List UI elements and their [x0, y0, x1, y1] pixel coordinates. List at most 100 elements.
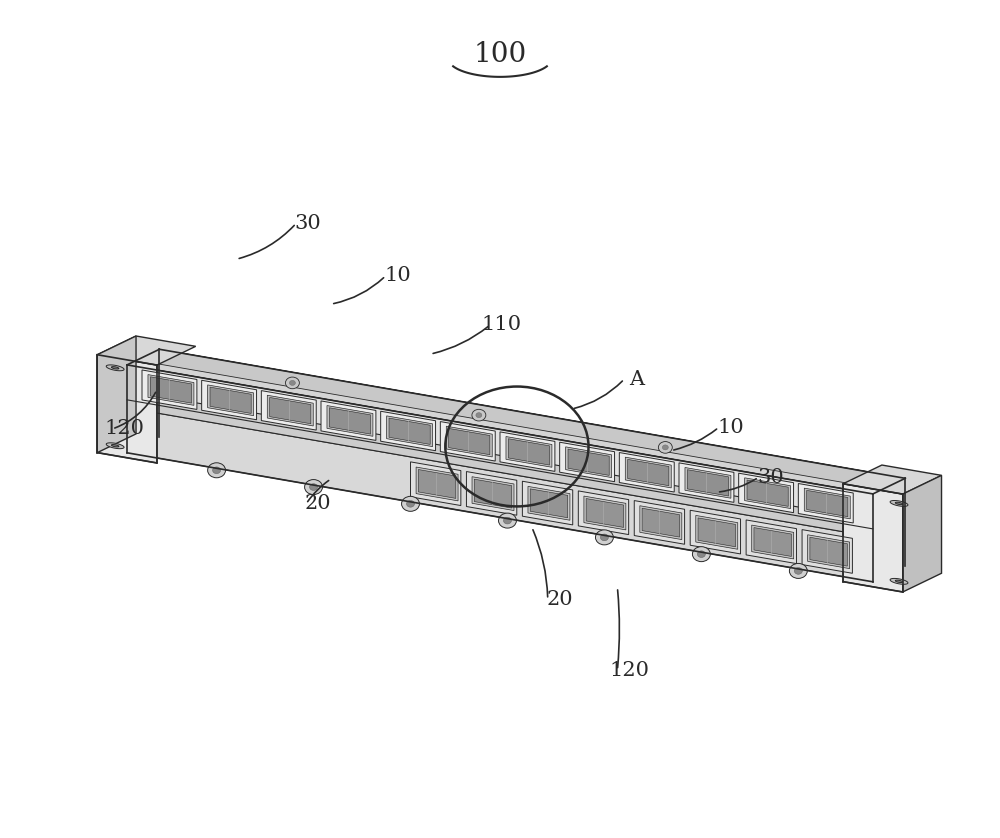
Polygon shape [261, 391, 316, 430]
Polygon shape [802, 530, 852, 573]
Polygon shape [106, 365, 124, 370]
Polygon shape [416, 467, 458, 501]
Polygon shape [745, 478, 791, 509]
Polygon shape [142, 370, 197, 410]
Polygon shape [739, 473, 794, 513]
Polygon shape [690, 510, 741, 554]
Polygon shape [449, 428, 490, 455]
Text: 100: 100 [473, 41, 527, 68]
Polygon shape [619, 453, 674, 492]
Polygon shape [148, 375, 194, 406]
Text: 30: 30 [295, 214, 321, 233]
Polygon shape [634, 500, 685, 544]
Text: 110: 110 [482, 315, 522, 334]
Polygon shape [810, 537, 847, 566]
Polygon shape [752, 525, 794, 559]
Polygon shape [321, 401, 376, 441]
Polygon shape [625, 458, 671, 488]
Text: 30: 30 [757, 468, 784, 487]
Text: 10: 10 [384, 266, 411, 285]
Circle shape [310, 484, 318, 490]
Polygon shape [746, 520, 796, 564]
Polygon shape [381, 411, 436, 451]
Circle shape [662, 445, 668, 450]
Polygon shape [97, 336, 136, 453]
Polygon shape [411, 462, 461, 505]
Polygon shape [747, 480, 788, 506]
Polygon shape [329, 408, 371, 434]
Polygon shape [843, 465, 942, 494]
Polygon shape [584, 496, 626, 530]
Polygon shape [804, 489, 850, 519]
Circle shape [285, 377, 299, 389]
Circle shape [658, 442, 672, 453]
Polygon shape [150, 377, 192, 403]
Circle shape [794, 567, 802, 574]
Polygon shape [472, 477, 514, 510]
Polygon shape [127, 365, 873, 529]
Polygon shape [440, 422, 495, 461]
Polygon shape [127, 408, 873, 582]
Polygon shape [798, 484, 853, 523]
Text: 120: 120 [609, 661, 649, 680]
Circle shape [595, 530, 613, 545]
Polygon shape [698, 518, 735, 546]
Polygon shape [127, 396, 899, 537]
Polygon shape [466, 472, 517, 515]
Polygon shape [578, 491, 629, 535]
Polygon shape [327, 406, 373, 437]
Circle shape [402, 496, 419, 511]
Circle shape [213, 467, 221, 473]
Text: 120: 120 [104, 420, 144, 438]
Polygon shape [754, 528, 791, 556]
Polygon shape [270, 397, 311, 424]
Polygon shape [202, 380, 257, 420]
Polygon shape [508, 439, 550, 465]
Polygon shape [685, 468, 731, 499]
Polygon shape [208, 385, 254, 416]
Circle shape [305, 479, 322, 494]
Circle shape [407, 500, 414, 507]
Polygon shape [522, 481, 573, 525]
Polygon shape [528, 486, 570, 520]
Circle shape [600, 534, 608, 541]
Circle shape [208, 463, 226, 478]
Polygon shape [210, 387, 251, 413]
Circle shape [789, 563, 807, 578]
Circle shape [476, 412, 482, 417]
Polygon shape [418, 469, 456, 499]
Polygon shape [97, 354, 157, 463]
Circle shape [503, 517, 511, 524]
Polygon shape [127, 400, 873, 537]
Polygon shape [586, 499, 624, 527]
Text: 10: 10 [717, 418, 744, 437]
Polygon shape [843, 484, 903, 592]
Polygon shape [111, 367, 119, 369]
Polygon shape [474, 479, 512, 508]
Polygon shape [97, 336, 196, 365]
Polygon shape [895, 502, 903, 504]
Polygon shape [530, 489, 568, 518]
Polygon shape [808, 535, 850, 569]
Polygon shape [500, 432, 555, 471]
Polygon shape [159, 349, 905, 513]
Polygon shape [679, 463, 734, 502]
Circle shape [697, 551, 705, 557]
Polygon shape [640, 506, 682, 540]
Text: A: A [629, 370, 644, 389]
Polygon shape [642, 508, 680, 537]
Polygon shape [506, 437, 552, 468]
Text: 20: 20 [305, 494, 331, 514]
Circle shape [472, 409, 486, 421]
Circle shape [692, 546, 710, 561]
Polygon shape [137, 349, 905, 489]
Polygon shape [687, 470, 729, 496]
Polygon shape [267, 396, 313, 426]
Polygon shape [127, 349, 905, 494]
Polygon shape [895, 580, 903, 582]
Polygon shape [560, 442, 615, 482]
Polygon shape [903, 475, 942, 592]
Circle shape [289, 380, 295, 385]
Polygon shape [566, 447, 612, 478]
Polygon shape [628, 459, 669, 486]
